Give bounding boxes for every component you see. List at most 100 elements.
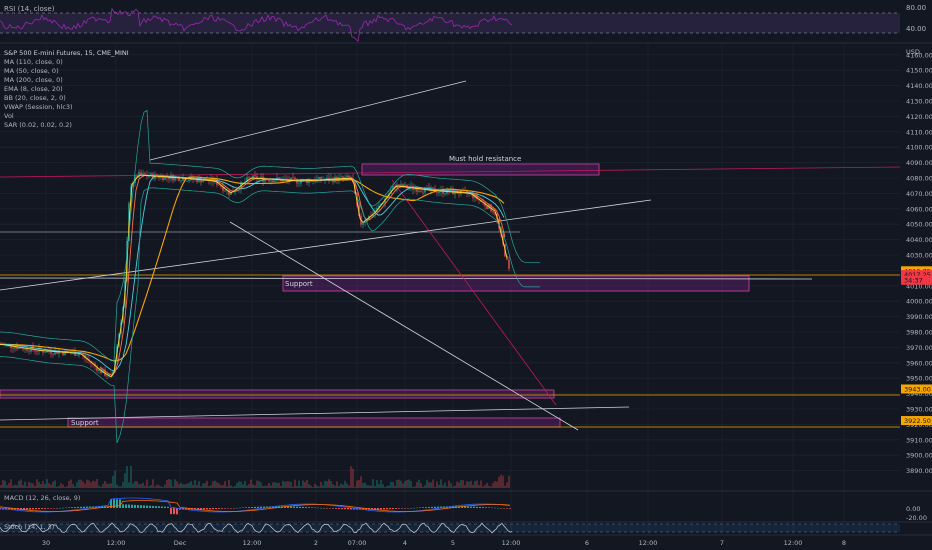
volume-bar (430, 482, 432, 488)
candle-body (202, 180, 204, 183)
macd-hist-bar (479, 506, 481, 508)
candle-body (426, 186, 428, 188)
price-tick-label: 4140.00 (906, 82, 932, 90)
volume-bar (262, 486, 264, 488)
legend-vol[interactable]: Vol (4, 112, 14, 120)
legend-bb[interactable]: BB (20, close, 2, 0) (4, 94, 66, 102)
macd-hist-bar (23, 508, 25, 510)
price-tick-label: 3940.00 (906, 390, 932, 398)
candle-body (444, 193, 446, 195)
macd-hist-bar (218, 508, 220, 509)
volume-bar (300, 486, 302, 488)
time-tick-label: 6 (585, 539, 589, 547)
candle-body (306, 179, 308, 183)
volume-bar (314, 483, 316, 488)
macd-hist-bar (209, 508, 211, 510)
macd-hist-bar (497, 507, 499, 509)
volume-bar (392, 482, 394, 488)
legend-ma110[interactable]: MA (110, close, 0) (4, 58, 63, 66)
macd-hist-bar (470, 506, 472, 508)
volume-bar (482, 486, 484, 488)
candle-body (224, 190, 226, 192)
candle-body (308, 180, 310, 183)
candle-body (248, 177, 250, 179)
time-tick-label: 30 (42, 539, 50, 547)
macd-hist-bar (503, 508, 505, 509)
macd-hist-bar (362, 508, 364, 510)
volume-bar (102, 483, 104, 488)
legend-ema8[interactable]: EMA (8, close, 20) (4, 85, 63, 93)
volume-bar (440, 479, 442, 488)
candle-body (58, 351, 60, 354)
macd-hist-bar (422, 507, 424, 508)
macd-hist-bar (335, 508, 337, 509)
stoch-pane[interactable]: Stoch (14, 1, 3) (0, 522, 900, 534)
time-axis[interactable]: 30 12:00 Dec 12:00 2 07:00 4 5 12:00 6 12:00 7 12:00… (42, 539, 846, 547)
volume-bar (316, 485, 318, 488)
volume-bar (414, 486, 416, 488)
volume-bar (32, 483, 34, 488)
time-tick-label: 8 (842, 539, 846, 547)
volume-bar (462, 480, 464, 488)
time-tick-label: 12:00 (243, 539, 262, 547)
macd-hist-bar (383, 508, 385, 510)
volume-bar (20, 479, 22, 488)
falling-trendline (229, 221, 579, 431)
macd-hist-bar (305, 507, 307, 508)
macd-hist-bar (287, 506, 289, 508)
candle-body (160, 176, 162, 179)
price-pane[interactable]: Must hold resistance Support Support S&P… (0, 49, 901, 488)
candle-body (416, 188, 418, 192)
candle-body (318, 177, 320, 180)
legend-symbol[interactable]: S&P 500 E-mini Futures, 15, CME_MINI (4, 49, 129, 57)
candle-body (46, 350, 48, 353)
legend-ma50[interactable]: MA (50, close, 0) (4, 67, 59, 75)
volume-bar (508, 475, 510, 488)
candle-body (298, 183, 300, 184)
stoch-title: Stoch (14, 1, 3) (4, 523, 54, 531)
macd-hist-bar (389, 508, 391, 510)
volume-bar (218, 483, 220, 488)
legend-ma200[interactable]: MA (200, close, 0) (4, 76, 63, 84)
macd-hist-bar (233, 508, 235, 509)
indicator-legend[interactable]: S&P 500 E-mini Futures, 15, CME_MINI MA … (4, 49, 129, 129)
macd-hist-bar (293, 506, 295, 508)
price-tick-label: 3990.00 (906, 313, 932, 321)
volume-bar (254, 485, 256, 488)
price-tick-label: 3900.00 (906, 452, 932, 460)
volume-bar (120, 486, 122, 488)
macd-hist-bar (395, 508, 397, 509)
volume-bars (0, 465, 510, 488)
macd-hist-bar (323, 508, 325, 509)
volume-bar (342, 484, 344, 488)
volume-bar (4, 480, 6, 488)
legend-sar[interactable]: SAR (0.02, 0.02, 0.2) (4, 121, 72, 129)
macd-hist-bar (197, 508, 199, 510)
volume-bar (94, 481, 96, 488)
volume-bar (450, 483, 452, 488)
volume-bar (74, 486, 76, 488)
candle-body (180, 180, 182, 182)
support-zone-lower (67, 417, 561, 428)
macd-hist-bar (98, 506, 100, 508)
volume-bar (128, 482, 130, 488)
candle-body (502, 234, 504, 245)
macd-hist-bar (416, 507, 418, 509)
legend-vwap[interactable]: VWAP (Session, hlc3) (4, 103, 73, 111)
volume-bar (80, 479, 82, 488)
candle-body (106, 375, 108, 377)
macd-hist-bar (386, 508, 388, 510)
volume-bar (410, 480, 412, 488)
volume-bar (98, 485, 100, 488)
rsi-pane[interactable]: RSI (14, close) 80.00 40.00 (0, 4, 926, 42)
macd-pane[interactable]: MACD (12, 26, close, 9) 0.00 -20.00 (0, 494, 927, 522)
volume-bar (240, 481, 242, 488)
macd-ylabel-neg20: -20.00 (906, 514, 927, 522)
candle-body (312, 180, 314, 182)
candle-body (268, 179, 270, 182)
macd-hist-bar (158, 506, 160, 508)
volume-bar (490, 486, 492, 488)
macd-hist-bar (341, 508, 343, 510)
price-tick-label: 4040.00 (906, 236, 932, 244)
